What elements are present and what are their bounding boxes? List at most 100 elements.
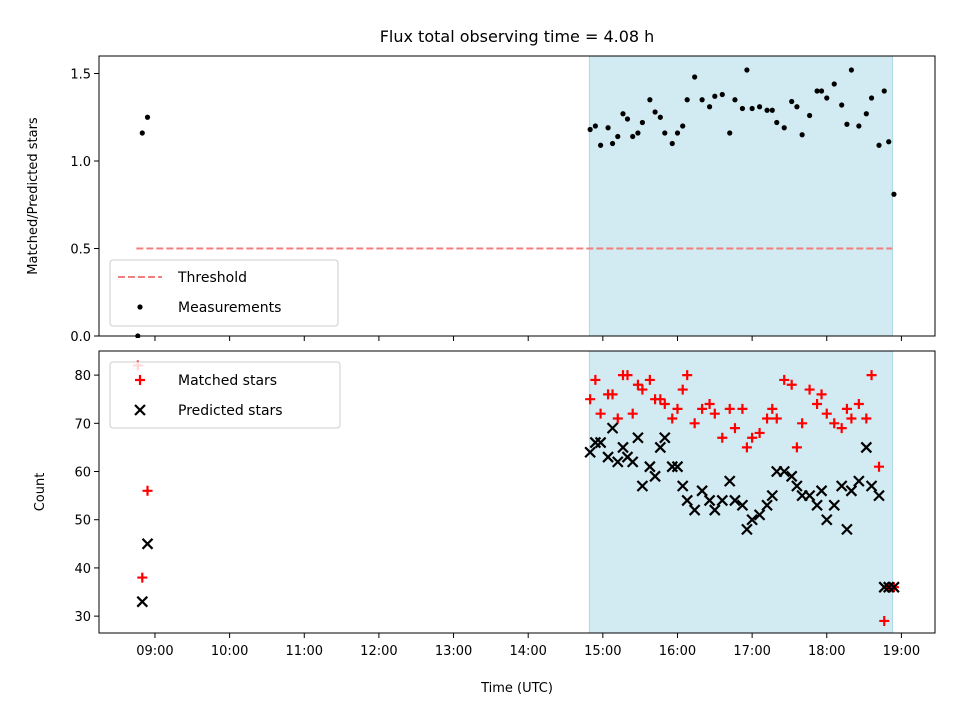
matched-stars-point	[724, 403, 735, 414]
x-tick-label: 13:00	[435, 644, 472, 659]
measurement-point	[609, 140, 616, 147]
predicted-stars-point	[617, 441, 629, 454]
measurement-point	[680, 123, 686, 129]
measurement-point	[674, 130, 681, 136]
predicted-stars-point	[873, 489, 885, 502]
matched-stars-point	[704, 399, 715, 410]
x-tick-label: 17:00	[733, 644, 770, 659]
measurement-point	[818, 88, 825, 94]
x-tick-label: 11:00	[286, 644, 323, 659]
matched-stars-point	[142, 485, 153, 496]
measurement-point	[712, 93, 718, 99]
bottom-axes-frame	[98, 350, 936, 634]
measurement-point	[848, 67, 855, 73]
x-tick-label: 12:00	[360, 644, 397, 659]
bottom-y-axis-label: Count	[33, 473, 48, 512]
measurement-point	[756, 104, 763, 110]
legend-predicted-label: Predicted stars	[178, 403, 283, 419]
measurement-point	[732, 97, 738, 103]
legend-measurements-swatch	[137, 304, 143, 310]
predicted-stars-point	[729, 494, 741, 507]
measurement-point	[856, 123, 862, 129]
matched-stars-point	[771, 413, 782, 424]
matched-stars-point	[779, 374, 790, 385]
bottom-y-tick-label: 60	[74, 466, 91, 481]
measurement-point	[814, 88, 820, 94]
top-y-axis-label: Matched/Predicted stars	[26, 117, 41, 275]
matched-stars-point	[797, 418, 808, 429]
predicted-stars-point	[753, 509, 766, 521]
top-axes-frame	[98, 55, 936, 337]
matched-stars-point	[767, 403, 778, 414]
predicted-stars-point	[636, 480, 649, 492]
bottom-y-tick-label: 80	[74, 369, 91, 384]
matched-stars-point	[612, 413, 623, 424]
predicted-stars-point	[141, 538, 154, 550]
matched-stars-point	[861, 413, 872, 424]
measurement-point	[598, 142, 604, 148]
x-tick-label: 14:00	[509, 644, 546, 659]
predicted-stars-point	[845, 485, 858, 497]
legend-predicted-swatch	[134, 404, 146, 416]
predicted-stars-point	[820, 513, 833, 526]
measurement-point	[881, 88, 887, 94]
bottom-panel: 30 40 50 60 70 80 09:00 10:00 11:00 12:00 13:00 14:…	[33, 350, 936, 659]
top-markers	[135, 67, 897, 338]
measurement-point	[639, 119, 646, 126]
predicted-stars-point	[644, 460, 656, 473]
matched-stars-point	[874, 461, 885, 472]
predicted-stars-point	[766, 489, 779, 502]
measurement-point	[739, 105, 746, 112]
predicted-stars-point	[723, 475, 736, 487]
predicted-stars-point	[688, 504, 701, 516]
predicted-stars-point	[632, 431, 644, 444]
measurement-point	[647, 97, 653, 103]
top-y-tick-label: 1.0	[70, 155, 91, 170]
matched-stars-point	[786, 379, 797, 390]
predicted-stars-point	[626, 456, 639, 468]
top-y-tick-label: 0.0	[70, 330, 91, 345]
matched-stars-point	[697, 403, 708, 414]
matched-stars-point	[846, 413, 857, 424]
matched-stars-point	[879, 615, 890, 626]
matched-stars-point	[812, 399, 823, 410]
matched-stars-point	[632, 379, 643, 390]
matched-stars-point	[637, 384, 648, 395]
predicted-stars-point	[676, 480, 689, 492]
predicted-stars-point	[853, 475, 865, 487]
matched-stars-point	[747, 432, 758, 443]
measurement-point	[764, 107, 770, 113]
matched-stars-point	[841, 403, 852, 414]
chart-title: Flux total observing time = 4.08 h	[380, 27, 655, 46]
measurement-point	[868, 95, 875, 101]
measurement-point	[744, 67, 750, 73]
predicted-stars-point	[703, 494, 716, 507]
matched-stars-point	[659, 399, 670, 410]
matched-stars-point	[627, 408, 638, 419]
matched-stars-point	[821, 408, 832, 419]
top-panel: 0.0 0.5 1.0 1.5 Matched/Predicted stars Thres…	[26, 55, 936, 345]
predicted-stars-point	[761, 499, 773, 512]
predicted-stars-point	[811, 499, 823, 512]
measurement-point	[615, 133, 621, 140]
legend-bottom	[109, 361, 341, 429]
measurement-point	[831, 81, 837, 87]
top-y-tick-label: 1.5	[70, 68, 91, 83]
predicted-stars-point	[785, 470, 798, 483]
predicted-stars-point	[841, 523, 853, 536]
measurement-point	[669, 140, 675, 147]
matched-stars-point	[655, 394, 666, 405]
legend-top	[109, 259, 339, 327]
measurement-point	[891, 191, 897, 197]
matched-stars-point	[622, 370, 633, 381]
predicted-stars-point	[778, 465, 790, 478]
predicted-stars-point	[835, 480, 848, 492]
measurement-point	[662, 130, 668, 136]
measurement-point	[624, 116, 631, 122]
bottom-y-tick-label: 40	[74, 562, 91, 577]
measurement-point	[652, 109, 658, 115]
predicted-stars-point	[584, 446, 596, 459]
predicted-stars-point	[136, 595, 149, 608]
measurement-point	[863, 111, 869, 117]
predicted-stars-point	[594, 436, 607, 449]
